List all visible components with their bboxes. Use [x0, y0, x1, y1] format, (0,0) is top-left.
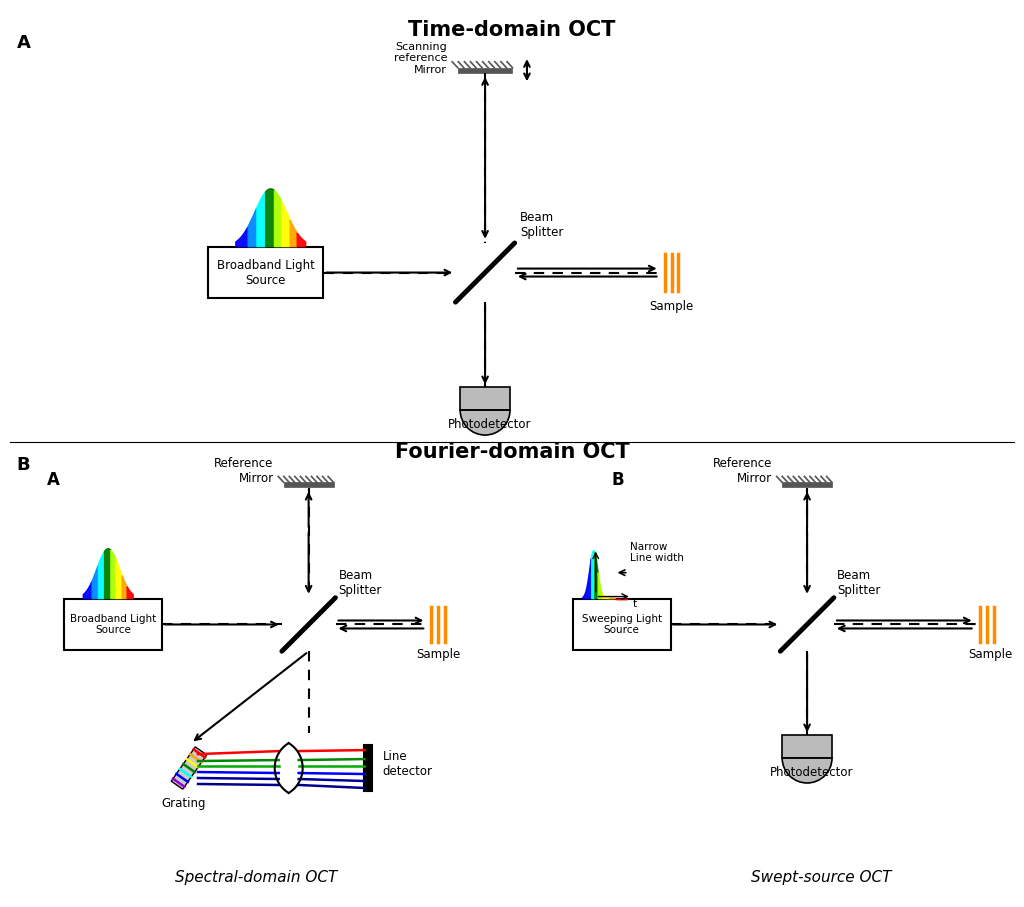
Bar	[782, 735, 833, 758]
Polygon shape	[98, 551, 104, 599]
Bar	[209, 247, 324, 298]
Text: Reference
Mirror: Reference Mirror	[214, 457, 273, 485]
Text: B: B	[16, 456, 31, 474]
Text: A: A	[47, 471, 59, 489]
Text: Photodetector: Photodetector	[449, 418, 531, 431]
Text: Photodetector: Photodetector	[770, 766, 854, 779]
Text: Time-domain OCT: Time-domain OCT	[409, 20, 615, 40]
Bar	[284, 483, 334, 487]
Polygon shape	[104, 549, 111, 599]
Polygon shape	[265, 189, 274, 247]
Polygon shape	[92, 566, 98, 599]
Text: Beam
Splitter: Beam Splitter	[520, 210, 563, 239]
Polygon shape	[236, 227, 248, 247]
Polygon shape	[122, 576, 127, 599]
Text: Scanning
reference
Mirror: Scanning reference Mirror	[393, 42, 447, 74]
Polygon shape	[127, 587, 133, 599]
Polygon shape	[583, 559, 592, 599]
Text: Sample: Sample	[649, 300, 693, 314]
Text: Fourier-domain OCT: Fourier-domain OCT	[394, 442, 630, 462]
Bar	[460, 387, 510, 410]
Polygon shape	[598, 573, 602, 599]
Text: t: t	[633, 599, 637, 609]
Polygon shape	[290, 220, 297, 247]
Text: Spectral-domain OCT: Spectral-domain OCT	[175, 870, 337, 885]
Text: Reference
Mirror: Reference Mirror	[713, 457, 772, 485]
Bar	[572, 599, 671, 650]
Text: Swept-source OCT: Swept-source OCT	[751, 870, 891, 885]
Text: Sweeping Light
Source: Sweeping Light Source	[582, 614, 662, 635]
Text: Sample: Sample	[969, 649, 1013, 661]
Polygon shape	[274, 190, 281, 247]
Text: Grating: Grating	[162, 797, 206, 810]
Text: Narrow
Line width: Narrow Line width	[630, 541, 683, 563]
Text: A: A	[16, 34, 31, 53]
Text: B: B	[611, 471, 624, 489]
Wedge shape	[782, 758, 833, 783]
Bar	[458, 68, 512, 73]
Bar	[65, 599, 162, 650]
Text: Sample: Sample	[416, 649, 461, 661]
Polygon shape	[248, 209, 257, 247]
Polygon shape	[116, 559, 122, 599]
Polygon shape	[602, 594, 609, 599]
Text: Broadband Light
Source: Broadband Light Source	[217, 258, 314, 287]
Bar	[782, 483, 833, 487]
Polygon shape	[595, 552, 598, 599]
Polygon shape	[83, 581, 92, 599]
Text: Beam
Splitter: Beam Splitter	[837, 569, 881, 597]
Polygon shape	[592, 551, 595, 599]
Polygon shape	[282, 201, 290, 247]
Text: Beam
Splitter: Beam Splitter	[339, 569, 382, 597]
Polygon shape	[257, 192, 265, 247]
Polygon shape	[171, 746, 207, 789]
Polygon shape	[297, 233, 305, 247]
Bar	[365, 746, 373, 791]
Wedge shape	[460, 410, 510, 435]
Text: Broadband Light
Source: Broadband Light Source	[70, 614, 157, 635]
Polygon shape	[111, 550, 116, 599]
Text: Line
detector: Line detector	[382, 750, 432, 778]
